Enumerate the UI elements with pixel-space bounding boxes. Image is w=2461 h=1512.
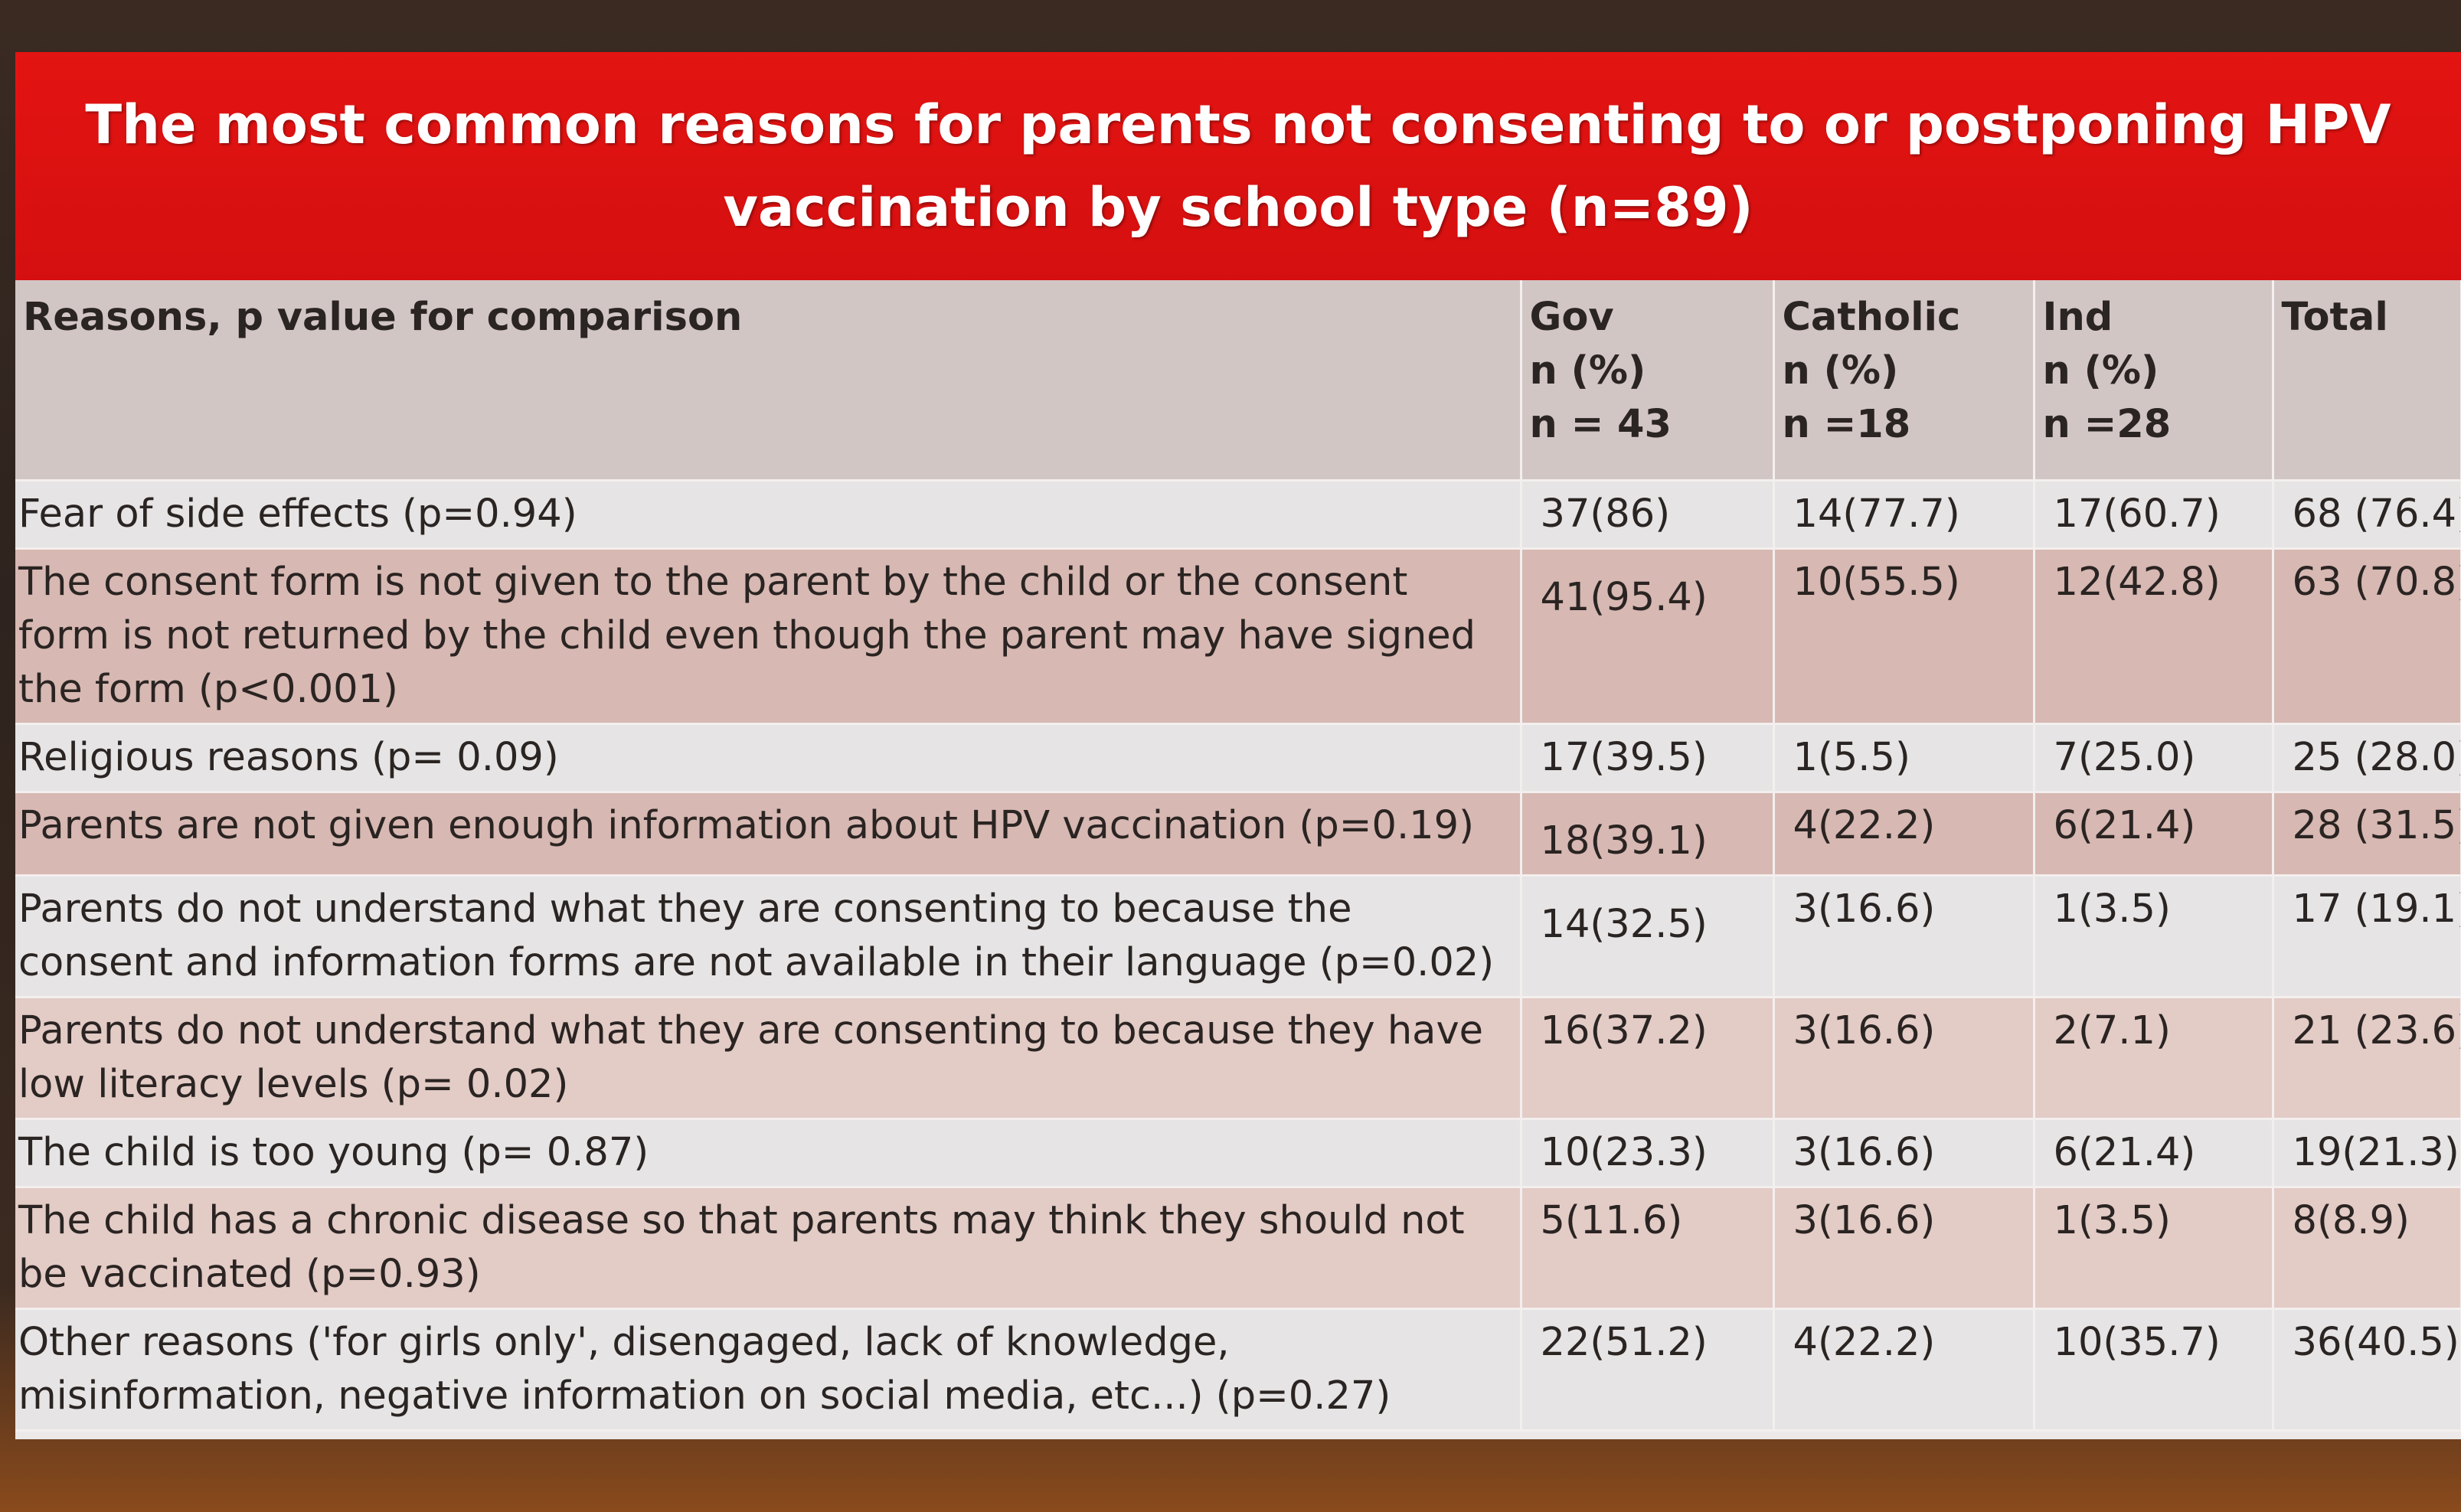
total-cell: 21 (23.6): [2273, 997, 2461, 1120]
reasons-table: Reasons, p value for comparison Gov n (%…: [15, 280, 2461, 1432]
reason-cell: Religious reasons (p= 0.09): [15, 723, 1522, 793]
table-row: Parents are not given enough information…: [15, 792, 2461, 877]
table-row: The consent form is not given to the par…: [15, 548, 2461, 725]
ind-cell: 17(60.7): [2034, 480, 2274, 550]
total-cell: 25 (28.0): [2273, 723, 2461, 793]
ind-cell: 1(3.5): [2034, 875, 2274, 998]
slide-title-line-1: The most common reasons for parents not …: [85, 93, 2391, 156]
catholic-cell: 3(16.6): [1773, 1187, 2035, 1310]
total-cell: 17 (19.1): [2273, 875, 2461, 998]
reason-cell: The consent form is not given to the par…: [15, 548, 1522, 725]
ind-cell: 2(7.1): [2034, 997, 2274, 1120]
ind-cell: 6(21.4): [2034, 1118, 2274, 1188]
reason-cell: Fear of side effects (p=0.94): [15, 480, 1522, 550]
reason-cell: Parents do not understand what they are …: [15, 875, 1522, 998]
gov-cell: 18(39.1): [1521, 792, 1775, 877]
catholic-cell: 3(16.6): [1773, 875, 2035, 998]
gov-cell: 41(95.4): [1521, 548, 1775, 725]
header-reasons: Reasons, p value for comparison: [15, 280, 1522, 482]
header-ind: Ind n (%) n =28: [2034, 280, 2274, 482]
catholic-cell: 4(22.2): [1773, 792, 2035, 877]
gov-cell: 10(23.3): [1521, 1118, 1775, 1188]
reason-cell: The child is too young (p= 0.87): [15, 1118, 1522, 1188]
reason-cell: Parents are not given enough information…: [15, 792, 1522, 877]
ind-cell: 1(3.5): [2034, 1187, 2274, 1310]
total-cell: 68 (76.4): [2273, 480, 2461, 550]
header-gov: Gov n (%) n = 43: [1521, 280, 1775, 482]
catholic-cell: 10(55.5): [1773, 548, 2035, 725]
total-cell: 63 (70.8): [2273, 548, 2461, 725]
total-cell: 19(21.3): [2273, 1118, 2461, 1188]
gov-cell: 22(51.2): [1521, 1308, 1775, 1432]
gov-cell: 5(11.6): [1521, 1187, 1775, 1310]
header-total: Total: [2273, 280, 2461, 482]
gov-cell: 14(32.5): [1521, 875, 1775, 998]
table-row: The child is too young (p= 0.87) 10(23.3…: [15, 1118, 2461, 1188]
table-row: Other reasons ('for girls only', disenga…: [15, 1308, 2461, 1432]
table-row: The child has a chronic disease so that …: [15, 1187, 2461, 1310]
catholic-cell: 4(22.2): [1773, 1308, 2035, 1432]
slide-title-line-2: vaccination by school type (n=89): [723, 176, 1753, 239]
header-catholic: Catholic n (%) n =18: [1773, 280, 2035, 482]
table-row: Parents do not understand what they are …: [15, 997, 2461, 1120]
table-row: Fear of side effects (p=0.94) 37(86) 14(…: [15, 480, 2461, 550]
ind-cell: 7(25.0): [2034, 723, 2274, 793]
catholic-cell: 3(16.6): [1773, 997, 2035, 1120]
slide: The most common reasons for parents not …: [15, 52, 2461, 1439]
gov-cell: 17(39.5): [1521, 723, 1775, 793]
reason-cell: The child has a chronic disease so that …: [15, 1187, 1522, 1310]
reason-cell: Other reasons ('for girls only', disenga…: [15, 1308, 1522, 1432]
total-cell: 28 (31.5): [2273, 792, 2461, 877]
gov-cell: 16(37.2): [1521, 997, 1775, 1120]
title-banner: The most common reasons for parents not …: [15, 52, 2461, 280]
total-cell: 8(8.9): [2273, 1187, 2461, 1310]
catholic-cell: 1(5.5): [1773, 723, 2035, 793]
total-cell: 36(40.5): [2273, 1308, 2461, 1432]
reason-cell: Parents do not understand what they are …: [15, 997, 1522, 1120]
ind-cell: 12(42.8): [2034, 548, 2274, 725]
table-row: Parents do not understand what they are …: [15, 875, 2461, 998]
ind-cell: 10(35.7): [2034, 1308, 2274, 1432]
header-row: Reasons, p value for comparison Gov n (%…: [15, 280, 2461, 482]
catholic-cell: 3(16.6): [1773, 1118, 2035, 1188]
gov-cell: 37(86): [1521, 480, 1775, 550]
catholic-cell: 14(77.7): [1773, 480, 2035, 550]
ind-cell: 6(21.4): [2034, 792, 2274, 877]
table-row: Religious reasons (p= 0.09) 17(39.5) 1(5…: [15, 723, 2461, 793]
